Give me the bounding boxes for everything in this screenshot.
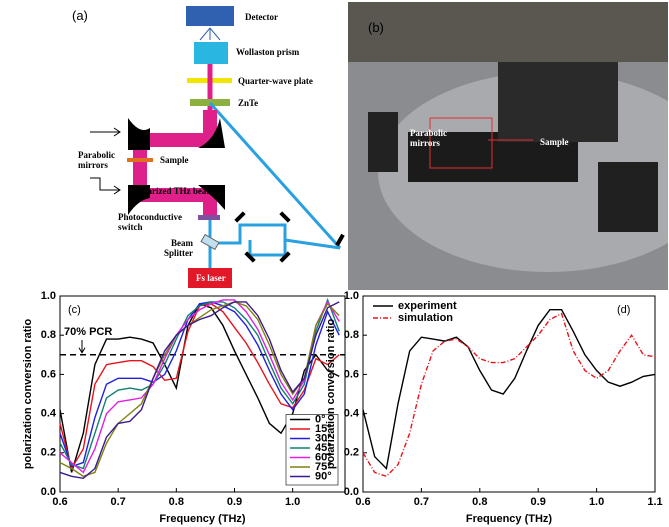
x-tick-label: 0.9 [531,496,546,508]
y-tick-label: 1.0 [344,290,359,302]
plot-frame [363,296,655,492]
mirror [335,234,344,246]
y-tick-label: 0.0 [41,486,56,498]
x-tick-label: 0.7 [111,496,126,508]
x-tick-label: 0.8 [169,496,184,508]
label: Detector [245,12,278,22]
series-line [363,314,655,477]
sample [127,158,153,162]
pump-beam [285,240,340,248]
label: Beam Splitter [148,238,193,258]
y-tick-label: 0.8 [41,329,56,341]
legend-label: experiment [398,300,457,312]
x-tick-label: 0.7 [414,496,429,508]
panel-label: (c) [68,304,81,316]
x-tick-label: 0.8 [472,496,487,508]
x-tick-label: 0.9 [227,496,242,508]
annotation: 70% PCR [64,326,112,338]
legend-label: 90° [315,470,332,482]
legend-label: simulation [398,312,453,324]
panel-label: (b) [368,20,384,35]
panel-label: (d) [617,304,630,316]
detector-arrow [200,28,220,40]
optics [498,62,618,142]
x-tick-label: 1.0 [285,496,300,508]
detector-box [186,6,234,26]
y-tick-label: 0.4 [344,408,360,420]
panel-label: (a) [72,8,88,23]
y-axis-label: polarization conversion ratio [325,319,337,470]
charts: 0.6 0.7 0.8 0.9 1.0 0.0 0.2 0.4 0.6 0.8 1.0 Frequen… [0,290,669,527]
delay-line [210,225,285,255]
y-tick-label: 0.2 [41,447,56,459]
label: Quarter-wave plate [238,76,313,86]
mirror [279,211,290,222]
optics [598,162,658,232]
label: Polarized THz beam [135,186,214,196]
label: Sample [540,137,569,147]
y-tick-label: 0.4 [41,408,57,420]
label: Photoconductive switch [118,212,188,232]
x-axis-label: Frequency (THz) [159,513,246,525]
figure: (a) Detector Wollaston prism Quarter-wav… [0,0,669,527]
label: Parabolic mirrors [78,150,128,170]
x-axis-label: Frequency (THz) [466,513,553,525]
y-tick-label: 0.2 [344,447,359,459]
annotation-arrow [79,340,85,353]
wollaston-box [194,42,228,64]
x-tick-label: 1.0 [589,496,604,508]
mirror [234,211,245,222]
photo [348,2,668,290]
label: Sample [160,155,189,165]
series-line [363,310,655,469]
photo-region [348,2,668,62]
mirror [128,118,150,150]
x-tick-label: 1.1 [647,496,662,508]
y-tick-label: 1.0 [41,290,56,302]
y-tick-label: 0.6 [344,368,359,380]
switch [198,215,220,220]
label: ZnTe [238,98,258,108]
label: Wollaston prism [236,47,299,57]
y-axis-label: polarization conversion ratio [22,319,34,470]
mount [368,112,398,172]
y-tick-label: 0.6 [41,368,56,380]
y-tick-label: 0.0 [344,486,359,498]
y-tick-label: 0.8 [344,329,359,341]
label: Parabolic mirrors [410,128,460,148]
label: Fs laser [196,273,226,283]
